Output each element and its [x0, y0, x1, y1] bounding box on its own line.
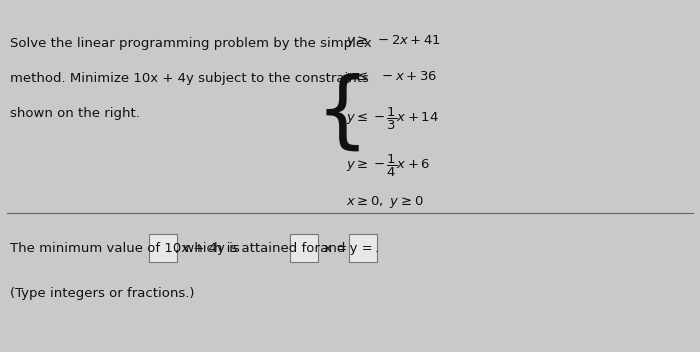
Text: $\{$: $\{$	[315, 72, 360, 153]
Text: $y\leq\ \ -x + 36$: $y\leq\ \ -x + 36$	[346, 69, 438, 84]
Text: shown on the right.: shown on the right.	[10, 107, 141, 120]
Text: $y\geq -\dfrac{1}{4}x + 6$: $y\geq -\dfrac{1}{4}x + 6$	[346, 153, 431, 179]
Text: Solve the linear programming problem by the simplex: Solve the linear programming problem by …	[10, 37, 372, 50]
FancyBboxPatch shape	[349, 234, 377, 262]
Text: $x\geq 0,\ y\geq 0$: $x\geq 0,\ y\geq 0$	[346, 194, 424, 209]
FancyBboxPatch shape	[149, 234, 177, 262]
Text: (Type integers or fractions.): (Type integers or fractions.)	[10, 288, 195, 300]
Text: method. Minimize 10x + 4y subject to the constraints: method. Minimize 10x + 4y subject to the…	[10, 72, 370, 85]
Text: $y\geq\ -2x + 41$: $y\geq\ -2x + 41$	[346, 33, 442, 49]
Text: and y =: and y =	[316, 242, 373, 254]
Text: The minimum value of 10x + 4y is: The minimum value of 10x + 4y is	[10, 242, 240, 254]
FancyBboxPatch shape	[290, 234, 318, 262]
Text: .: .	[374, 242, 379, 254]
Text: $y\leq -\dfrac{1}{3}x + 14$: $y\leq -\dfrac{1}{3}x + 14$	[346, 106, 440, 132]
Text: , which is attained for x =: , which is attained for x =	[175, 242, 347, 254]
